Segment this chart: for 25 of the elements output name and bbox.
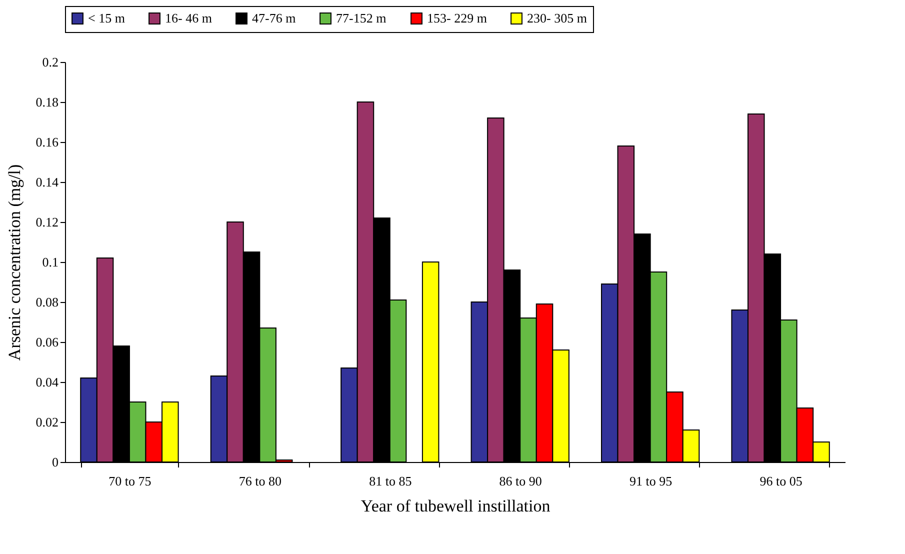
x-tick-label: 76 to 80 [238,474,282,488]
x-tick-label: 81 to 85 [369,474,412,488]
x-tick-label: 96 to 05 [760,474,802,488]
y-tick-label: 0.02 [36,414,58,430]
x-tick-label: 86 to 90 [499,474,542,488]
legend-label: 47-76 m [252,10,296,26]
y-tick-label: 0 [52,454,58,470]
legend-label: 230- 305 m [527,10,587,26]
x-tick-label: 91 to 95 [630,474,672,488]
legend-label: 77-152 m [336,10,386,26]
y-tick-label: 0.08 [36,294,58,310]
legend-label: < 15 m [88,10,125,26]
y-tick-label: 0.16 [36,134,59,150]
y-tick-label: 0.12 [36,214,58,230]
y-tick-label: 0.2 [42,54,58,70]
legend-label: 153- 229 m [427,10,487,26]
x-axis-title: Year of tubewell instillation [360,496,551,516]
x-tick-label: 70 to 75 [108,474,152,488]
y-tick-label: 0.14 [36,174,59,190]
y-tick-label: 0.1 [42,254,58,270]
y-tick-label: 0.18 [36,94,58,110]
y-tick-label: 0.04 [36,374,59,390]
y-tick-label: 0.06 [36,334,59,350]
legend-label: 16- 46 m [165,10,212,26]
y-axis-title: Arsenic concentration (mg/l) [4,164,24,361]
